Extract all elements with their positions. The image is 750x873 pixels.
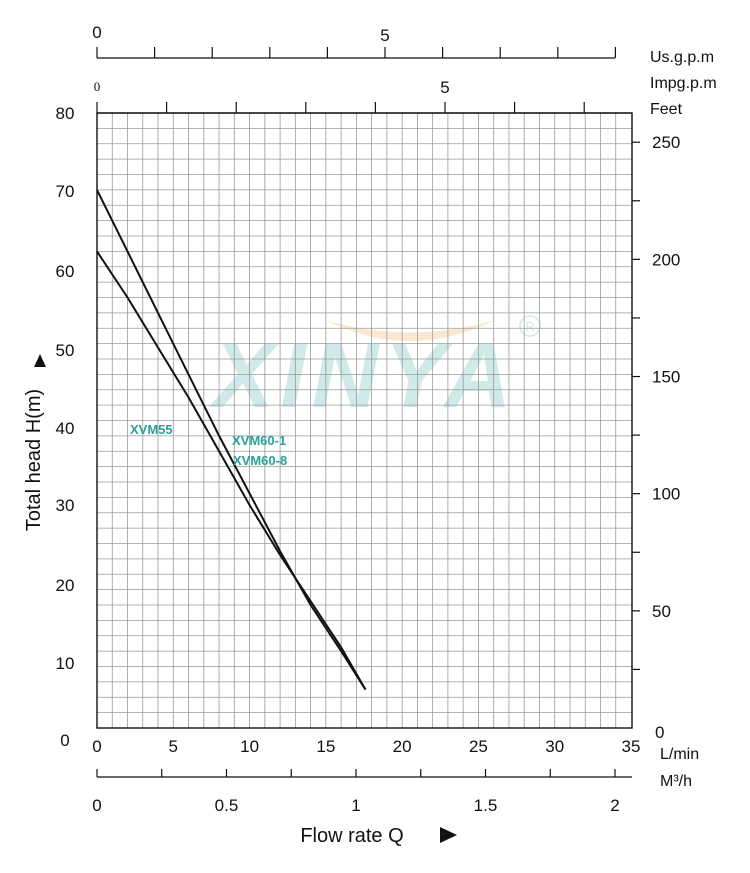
impgpm-axis: 0 5 Impg.p.m [94,75,717,114]
series-label-xvm60-1: XVM60-1 [232,433,286,448]
x-tick-label: 0 [92,737,101,756]
x-axis-lmin: 0 5 10 15 20 25 30 35 [92,737,640,756]
impgpm-tick-5: 5 [440,78,449,97]
y-tick-label: 50 [56,341,75,360]
feet-tick-label: 150 [652,368,680,387]
impgpm-tick-0: 0 [94,79,101,94]
y-axis-arrow-icon [34,354,46,367]
feet-tick-label: 50 [652,602,671,621]
x-tick-label: 20 [393,737,412,756]
x-tick-label: 10 [240,737,259,756]
y-tick-label: 80 [56,104,75,123]
impgpm-unit: Impg.p.m [650,75,717,92]
x-tick-label: 25 [469,737,488,756]
m3h-unit: M³/h [660,773,692,790]
y-tick-label: 30 [56,496,75,515]
y-tick-label: 70 [56,182,75,201]
usgpm-tick-5: 5 [380,26,389,45]
feet-unit: Feet [650,101,683,118]
feet-tick-label: 200 [652,250,680,269]
y-tick-label: 0 [60,731,69,750]
svg-text:R: R [525,319,534,334]
x-unit-lmin: L/min [660,746,699,763]
feet-tick-label: 100 [652,485,680,504]
feet-tick-label: 0 [655,723,664,742]
grid [97,113,632,728]
m3h-tick-label: 0 [92,796,101,815]
m3h-tick-label: 2 [610,796,619,815]
x-tick-label: 35 [622,737,641,756]
series-label-xvm55: XVM55 [130,422,173,437]
m3h-tick-label: 1.5 [474,796,498,815]
y-tick-label: 60 [56,262,75,281]
x-tick-label: 5 [169,737,178,756]
m3h-tick-label: 1 [351,796,360,815]
usgpm-tick-0: 0 [92,23,101,42]
watermark-logo: XINYA R [208,315,541,427]
series-curves [96,189,367,691]
x-tick-label: 30 [545,737,564,756]
x-axis-title: Flow rate Q [300,825,403,847]
x-axis-arrow-icon [440,827,457,843]
y-tick-label: 20 [56,576,75,595]
m3h-tick-label: 0.5 [215,796,239,815]
series-label-xvm60-8: XVM60-8 [233,453,287,468]
series-line-xvm55 [96,250,367,691]
y-tick-label: 10 [56,654,75,673]
usgpm-axis: 0 5 Us.g.p.m [92,23,714,66]
feet-tick-label: 250 [652,133,680,152]
y-axis-left: 0 10 20 30 40 50 60 70 80 [56,104,75,750]
y-tick-label: 40 [56,419,75,438]
y-axis-right-feet: 0 50 100 150 200 250 [632,133,680,742]
series-line-xvm60 [96,189,367,691]
usgpm-unit: Us.g.p.m [650,49,714,66]
x-tick-label: 15 [316,737,335,756]
m3h-axis: 0 0.5 1 1.5 2 M³/h [92,769,692,815]
y-axis-title: Total head H(m) [23,389,45,531]
watermark-text: XINYA [208,325,517,427]
